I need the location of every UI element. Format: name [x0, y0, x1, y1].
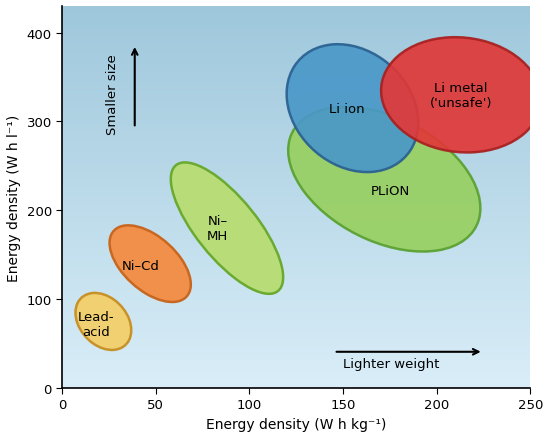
- Text: PLiON: PLiON: [370, 185, 410, 198]
- X-axis label: Energy density (W h kg⁻¹): Energy density (W h kg⁻¹): [206, 417, 387, 431]
- Text: Lighter weight: Lighter weight: [343, 357, 439, 370]
- Ellipse shape: [171, 163, 283, 294]
- Text: Lead-
acid: Lead- acid: [78, 311, 114, 338]
- Ellipse shape: [381, 38, 541, 153]
- Text: Ni–Cd: Ni–Cd: [122, 259, 160, 272]
- Text: Ni–
MH: Ni– MH: [207, 215, 228, 243]
- Text: Smaller size: Smaller size: [106, 54, 119, 135]
- Ellipse shape: [75, 293, 131, 350]
- Ellipse shape: [288, 108, 480, 252]
- Ellipse shape: [287, 45, 419, 173]
- Ellipse shape: [109, 226, 191, 302]
- Text: Li metal
('unsafe'): Li metal ('unsafe'): [430, 81, 492, 110]
- Text: Li ion: Li ion: [329, 102, 365, 115]
- Y-axis label: Energy density (W h l⁻¹): Energy density (W h l⁻¹): [7, 114, 21, 281]
